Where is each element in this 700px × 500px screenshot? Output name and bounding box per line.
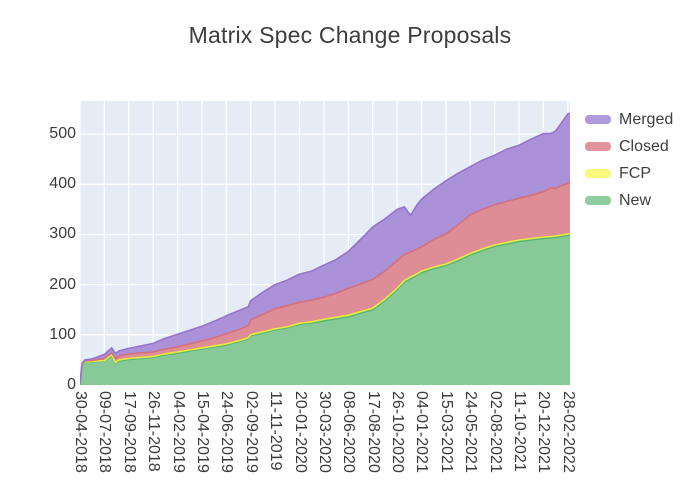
legend-item-closed[interactable]: Closed — [585, 133, 673, 160]
legend-swatch-new — [585, 196, 611, 205]
line-new — [80, 234, 570, 385]
x-tick-label: 24-06-2019 — [218, 391, 236, 473]
legend-swatch-closed — [585, 142, 611, 151]
legend-label: Merged — [619, 110, 674, 128]
x-tick-label: 08-06-2020 — [340, 391, 358, 473]
y-tick-label: 300 — [49, 225, 76, 243]
legend-swatch-fcp — [585, 169, 611, 178]
y-tick-label: 100 — [49, 325, 76, 343]
y-tick-label: 0 — [67, 376, 76, 393]
legend-item-new[interactable]: New — [585, 187, 673, 214]
x-tick-label: 15-04-2019 — [193, 391, 211, 473]
x-tick-label: 26-11-2018 — [145, 391, 163, 472]
line-fcp — [80, 232, 570, 385]
x-tick-label: 02-09-2019 — [242, 391, 260, 473]
area-merged[interactable] — [80, 113, 570, 385]
x-tick-label: 20-12-2021 — [535, 391, 553, 473]
legend-item-fcp[interactable]: FCP — [585, 160, 673, 187]
x-tick-label: 17-09-2018 — [120, 391, 138, 473]
x-tick-label: 11-10-2021 — [511, 391, 529, 472]
area-new[interactable] — [80, 235, 570, 385]
y-tick-label: 500 — [49, 125, 76, 143]
legend-label: FCP — [619, 164, 651, 182]
line-merged — [80, 112, 570, 385]
x-tick-label: 26-10-2020 — [389, 391, 407, 473]
x-tick-label: 20-01-2020 — [291, 391, 309, 473]
x-tick-label: 30-04-2018 — [72, 391, 89, 473]
x-tick-label: 17-08-2020 — [364, 391, 382, 473]
y-tick-label: 400 — [49, 175, 76, 193]
x-tick-label: 24-05-2021 — [462, 391, 480, 473]
legend: Merged Closed FCP New — [585, 106, 673, 214]
y-tick-label: 200 — [49, 275, 76, 293]
x-tick-label: 02-08-2021 — [486, 391, 504, 473]
x-tick-label: 15-03-2021 — [437, 391, 455, 473]
legend-item-merged[interactable]: Merged — [585, 106, 673, 133]
line-closed — [80, 181, 570, 385]
x-tick-label: 11-11-2019 — [267, 391, 285, 471]
legend-label: New — [619, 191, 652, 209]
chart-title: Matrix Spec Change Proposals — [188, 22, 512, 48]
x-tick-label: 04-02-2019 — [169, 391, 187, 473]
legend-swatch-merged — [585, 115, 611, 124]
x-tick-label: 09-07-2018 — [96, 391, 114, 473]
area-closed[interactable] — [80, 181, 570, 385]
x-tick-label: 04-01-2021 — [413, 391, 431, 473]
legend-label: Closed — [619, 137, 669, 155]
x-tick-label: 30-03-2020 — [315, 391, 333, 473]
x-tick-label: 28-02-2022 — [559, 391, 577, 473]
